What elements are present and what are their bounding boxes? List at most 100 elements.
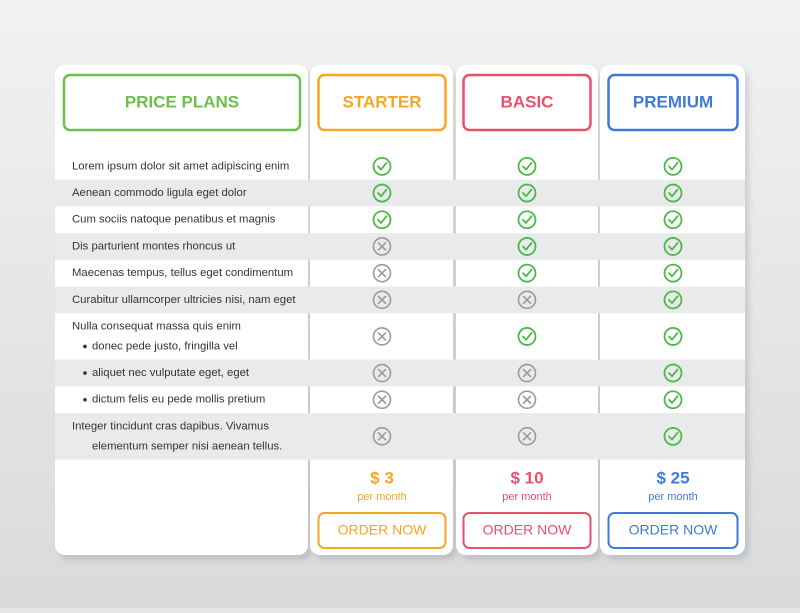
- check-icon: [517, 263, 537, 283]
- row-band: [55, 359, 745, 387]
- icon-check: [522, 215, 533, 224]
- icon-circle: [372, 156, 392, 176]
- icon-cross: [522, 295, 532, 305]
- cross-icon: [517, 363, 537, 383]
- check-icon: [663, 426, 683, 446]
- feature-text: Lorem ipsum dolor sit amet adipiscing en…: [72, 160, 289, 172]
- check-icon: [517, 327, 537, 346]
- cross-icon: [372, 363, 392, 383]
- check-icon: [517, 237, 537, 256]
- cross-icon: [372, 390, 392, 410]
- cross-icon: [372, 327, 392, 346]
- order-button[interactable]: [462, 512, 592, 549]
- icon-circle: [372, 263, 392, 283]
- plan-name: PREMIUM: [633, 92, 713, 111]
- check-icon: [663, 290, 683, 310]
- order-button-label[interactable]: ORDER NOW: [629, 522, 718, 538]
- icon-cross: [377, 395, 387, 405]
- icon-check: [522, 188, 533, 198]
- icon-check: [377, 161, 388, 171]
- plan-period: per month: [648, 491, 698, 503]
- check-icon: [517, 183, 537, 203]
- icon-cross: [377, 242, 387, 251]
- feature-text: elementum semper nisi aenean tellus.: [92, 440, 282, 452]
- icon-cross: [522, 395, 532, 405]
- icon-check: [668, 368, 679, 378]
- row-band: [55, 413, 745, 460]
- icon-circle: [517, 210, 537, 230]
- check-icon: [663, 237, 683, 256]
- cross-icon: [372, 427, 392, 446]
- plan-name: BASIC: [501, 92, 554, 111]
- icon-check: [522, 332, 533, 341]
- feature-text: Integer tincidunt cras dapibus. Vivamus: [72, 420, 269, 432]
- row-band: [55, 233, 745, 260]
- icon-circle: [372, 237, 392, 256]
- check-icon: [372, 183, 392, 203]
- icon-check: [668, 215, 679, 224]
- feature-text: Cum sociis natoque penatibus et magnis: [72, 214, 276, 226]
- icon-circle: [663, 263, 683, 283]
- title: PRICE PLANS: [125, 92, 239, 111]
- bullet: [83, 344, 87, 349]
- icon-circle: [663, 426, 683, 446]
- plan-name: STARTER: [342, 92, 421, 111]
- icon-circle: [372, 210, 392, 230]
- icon-circle: [517, 427, 537, 446]
- feature-text: Curabitur ullamcorper ultricies nisi, na…: [72, 294, 296, 306]
- icon-circle: [517, 156, 537, 176]
- icon-cross: [377, 432, 387, 441]
- icon-circle: [517, 237, 537, 256]
- icon-circle: [663, 363, 683, 383]
- icon-circle: [517, 263, 537, 283]
- icon-circle: [663, 237, 683, 256]
- plan-price: $ 25: [656, 468, 689, 487]
- bullet: [83, 371, 87, 375]
- content: PRICE PLANS STARTER $ 3 per month ORDER NOW B…: [62, 73, 739, 549]
- check-icon: [372, 156, 392, 176]
- icon-check: [668, 431, 679, 441]
- check-icon: [663, 263, 683, 283]
- bullet: [83, 397, 87, 402]
- title-box: [62, 73, 302, 132]
- order-button-label[interactable]: ORDER NOW: [483, 522, 572, 538]
- plan-name-box: [317, 73, 447, 132]
- icon-check: [377, 188, 388, 198]
- icon-circle: [663, 327, 683, 346]
- icon-check: [668, 161, 679, 171]
- icon-circle: [372, 183, 392, 203]
- icon-circle: [517, 290, 537, 310]
- icon-check: [668, 188, 679, 198]
- plan-period: per month: [357, 491, 407, 503]
- plan-price: $ 10: [510, 468, 543, 487]
- cross-icon: [517, 427, 537, 446]
- icon-circle: [372, 390, 392, 410]
- plan-period: per month: [502, 491, 552, 503]
- check-icon: [372, 210, 392, 230]
- cross-icon: [372, 290, 392, 310]
- icon-circle: [663, 390, 683, 410]
- feature-text: Maecenas tempus, tellus eget condimentum: [72, 267, 293, 279]
- row-bands: [55, 179, 745, 460]
- icon-cross: [522, 368, 532, 378]
- icon-check: [522, 268, 533, 278]
- row-band: [55, 179, 745, 207]
- order-button[interactable]: [607, 512, 739, 549]
- icon-check: [668, 295, 679, 304]
- order-button[interactable]: [317, 512, 447, 549]
- row-band: [55, 286, 745, 314]
- icon-cross: [377, 268, 387, 278]
- feature-text: aliquet nec vulputate eget, eget: [92, 367, 250, 379]
- check-icon: [517, 156, 537, 176]
- feature-text: dictum felis eu pede mollis pretium: [92, 394, 265, 406]
- icon-circle: [517, 183, 537, 203]
- order-button-label[interactable]: ORDER NOW: [338, 522, 427, 538]
- icon-circle: [663, 156, 683, 176]
- icon-circle: [663, 210, 683, 230]
- check-icon: [663, 390, 683, 410]
- plan-name-box: [462, 73, 592, 132]
- icon-circle: [663, 290, 683, 310]
- cross-icon: [372, 263, 392, 283]
